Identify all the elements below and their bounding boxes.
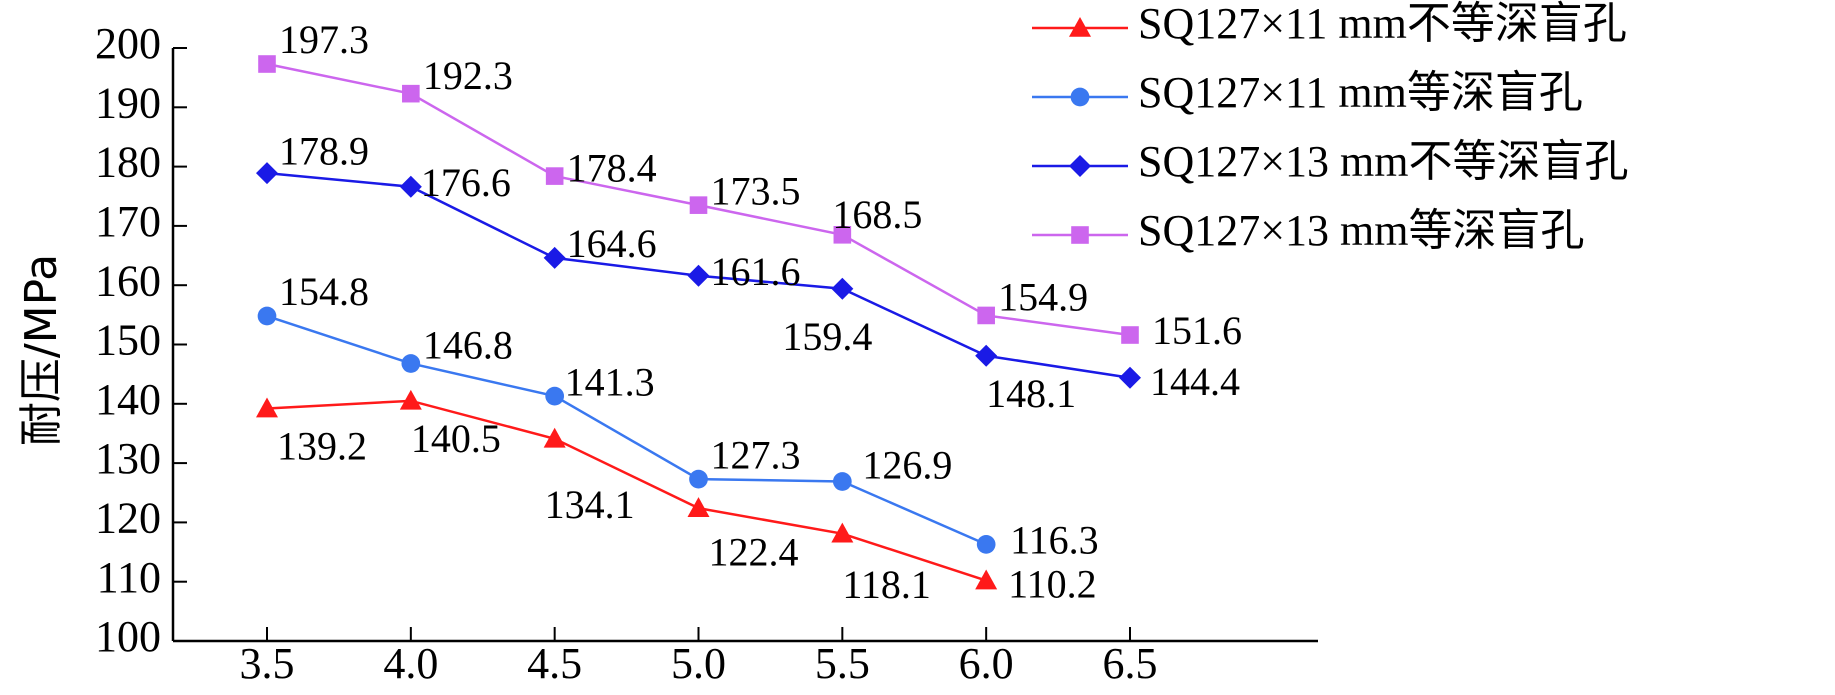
circle-marker [401,354,421,373]
data-label: 116.3 [1010,518,1099,563]
data-label: 192.3 [423,53,513,98]
triangle-marker [687,497,710,517]
x-tick-label: 3.5 [240,639,295,688]
y-tick-label: 180 [95,138,161,187]
square-marker [833,225,852,244]
square-marker [977,306,995,325]
diamond-marker [399,175,422,198]
x-tick-label: 6.0 [959,639,1014,688]
legend-item: SQ127×11 mm等深盲孔 [1032,68,1583,117]
data-label: 178.9 [279,128,369,173]
data-label: 140.5 [411,416,501,461]
x-tick-label: 4.5 [527,639,582,688]
data-label: 110.2 [1008,562,1097,607]
data-label: 164.6 [567,221,657,266]
triangle-marker [543,427,566,448]
diamond-marker [975,344,998,367]
series-circle [257,306,996,554]
square-marker [689,196,708,214]
x-tick-label: 4.0 [383,639,438,688]
data-label: 148.1 [986,371,1076,416]
x-tick-label: 5.5 [815,639,870,688]
data-label: 168.5 [832,192,922,237]
y-tick-label: 150 [95,316,161,365]
data-label: 146.8 [423,323,513,368]
triangle-marker [256,397,278,418]
circle-marker [545,386,565,406]
data-label: 126.9 [862,443,952,488]
legend-label: SQ127×11 mm不等深盲孔 [1138,0,1627,48]
y-tick-label: 120 [95,493,161,542]
data-label: 141.3 [565,359,655,404]
y-tick-label: 100 [95,612,161,661]
legend-label: SQ127×13 mm不等深盲孔 [1138,137,1629,186]
data-label: 173.5 [711,168,801,213]
triangle-marker [831,522,854,543]
legend: SQ127×11 mm不等深盲孔 SQ127×11 mm等深盲孔 SQ127×13 … [1032,0,1629,255]
square-marker [258,55,276,73]
data-label: 154.8 [279,269,369,314]
circle-marker [689,469,708,489]
x-tick-label: 5.0 [671,639,726,688]
data-label: 144.4 [1150,359,1240,404]
square-marker [1071,226,1089,244]
data-label: 134.1 [545,482,635,527]
legend-item: SQ127×13 mm等深盲孔 [1032,206,1585,255]
data-label: 159.4 [782,314,872,359]
diamond-marker [1119,366,1141,389]
data-label: 178.4 [567,145,657,190]
square-marker [1121,326,1139,344]
data-label: 139.2 [277,424,367,469]
series-diamond [256,162,1141,389]
diamond-marker [1069,155,1091,177]
data-labels: 139.2 140.5 134.1 122.4 118.1 110.2 154.8 146.8… [277,17,1242,607]
square-marker [545,167,564,185]
x-tick-label: 6.5 [1103,639,1158,688]
triangle-marker [975,569,998,590]
y-ticks: 100 110 120 130 140 150 160 170 180 190 200 [95,19,187,661]
y-tick-label: 200 [95,19,161,68]
data-label: 151.6 [1152,308,1242,353]
square-marker [402,84,420,103]
diamond-marker [543,246,566,269]
legend-item: SQ127×13 mm不等深盲孔 [1032,137,1629,186]
x-ticks: 3.5 4.0 4.5 5.0 5.5 6.0 6.5 [240,627,1158,688]
data-label: 127.3 [711,432,801,477]
data-label: 122.4 [709,529,799,574]
diamond-marker [256,162,278,185]
circle-marker [257,306,277,326]
y-axis-title: 耐压/MPa [16,254,67,446]
y-tick-label: 170 [95,197,161,246]
data-label: 154.9 [998,275,1088,320]
legend-item: SQ127×11 mm不等深盲孔 [1032,0,1627,48]
diamond-marker [687,264,710,287]
data-label: 176.6 [421,160,511,205]
y-tick-label: 140 [95,375,161,424]
legend-label: SQ127×13 mm等深盲孔 [1138,206,1585,255]
series-square [258,55,1139,344]
series-triangle [256,389,998,590]
data-label: 161.6 [711,249,801,294]
y-tick-label: 190 [95,78,161,127]
y-tick-label: 160 [95,256,161,305]
circle-marker [1070,87,1090,107]
series-line [266,399,987,582]
data-label: 197.3 [279,17,369,62]
y-tick-label: 110 [97,553,161,602]
data-label: 118.1 [842,562,931,607]
triangle-marker [399,389,422,410]
circle-marker [832,472,852,491]
legend-label: SQ127×11 mm等深盲孔 [1138,68,1583,117]
triangle-marker [1069,17,1091,37]
series [256,55,1141,590]
series-line [266,314,987,546]
diamond-marker [831,277,854,300]
circle-marker [976,534,996,554]
y-tick-label: 130 [95,434,161,483]
